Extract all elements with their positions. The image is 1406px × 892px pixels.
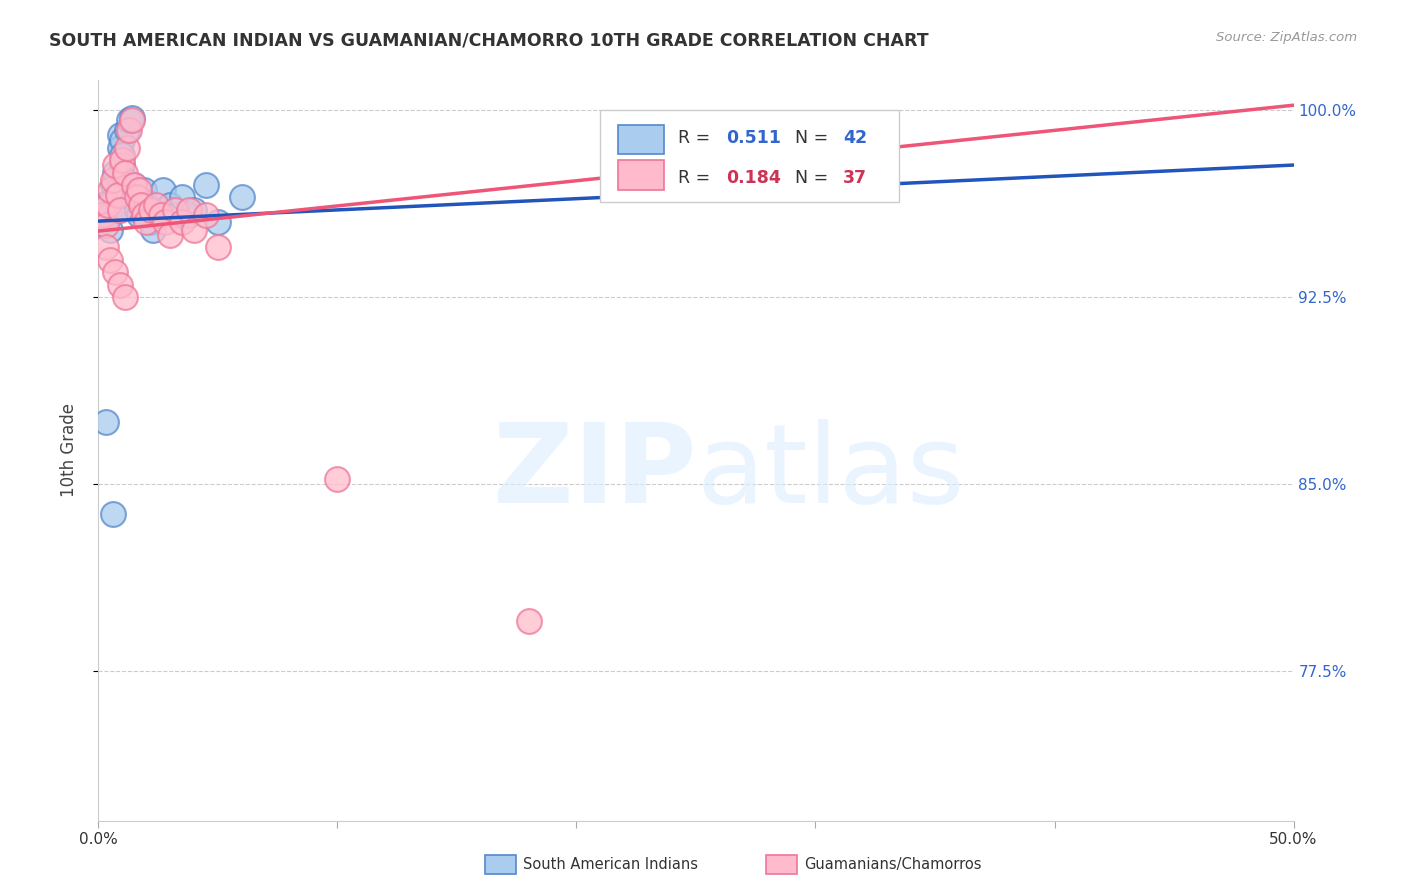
- Point: [118, 113, 141, 128]
- Point: [128, 208, 150, 222]
- Text: R =: R =: [678, 129, 716, 147]
- Point: [114, 290, 136, 304]
- Point: [115, 123, 138, 137]
- Point: [111, 153, 134, 167]
- Point: [111, 148, 134, 162]
- Point: [148, 202, 170, 217]
- Point: [107, 202, 129, 217]
- Point: [114, 173, 136, 187]
- Point: [108, 128, 131, 142]
- Point: [179, 202, 201, 217]
- Point: [172, 190, 194, 204]
- Text: SOUTH AMERICAN INDIAN VS GUAMANIAN/CHAMORRO 10TH GRADE CORRELATION CHART: SOUTH AMERICAN INDIAN VS GUAMANIAN/CHAMO…: [49, 31, 929, 49]
- Point: [172, 215, 194, 229]
- FancyBboxPatch shape: [619, 125, 664, 154]
- Point: [139, 202, 162, 217]
- Point: [183, 202, 205, 217]
- Point: [108, 277, 131, 292]
- Point: [104, 190, 127, 204]
- Point: [98, 183, 122, 197]
- Point: [145, 198, 167, 212]
- Point: [98, 223, 122, 237]
- Text: 37: 37: [844, 169, 868, 187]
- Text: atlas: atlas: [696, 419, 965, 526]
- Text: R =: R =: [678, 169, 716, 187]
- Point: [124, 178, 146, 192]
- Point: [163, 202, 186, 217]
- Y-axis label: 10th Grade: 10th Grade: [59, 403, 77, 498]
- Point: [107, 183, 129, 197]
- Point: [159, 198, 181, 212]
- Point: [101, 507, 124, 521]
- Text: South American Indians: South American Indians: [523, 857, 697, 871]
- Point: [91, 202, 114, 217]
- Point: [107, 188, 129, 202]
- Point: [138, 208, 160, 222]
- Point: [159, 227, 181, 242]
- Point: [97, 198, 120, 212]
- Point: [91, 208, 114, 222]
- Point: [124, 190, 146, 204]
- Point: [94, 415, 117, 429]
- Point: [231, 190, 253, 204]
- Point: [149, 208, 172, 222]
- Point: [115, 140, 138, 154]
- Point: [207, 240, 229, 254]
- Point: [111, 158, 134, 172]
- Point: [98, 208, 122, 222]
- Point: [94, 212, 117, 227]
- Text: N =: N =: [796, 129, 834, 147]
- Point: [104, 165, 127, 179]
- Point: [183, 223, 205, 237]
- Point: [132, 183, 155, 197]
- Point: [326, 472, 349, 486]
- Point: [131, 198, 153, 212]
- Text: N =: N =: [796, 169, 834, 187]
- Point: [128, 183, 150, 197]
- Point: [152, 183, 174, 197]
- Point: [101, 173, 124, 187]
- Point: [135, 195, 157, 210]
- Point: [195, 178, 218, 192]
- Point: [517, 614, 540, 628]
- Point: [125, 190, 148, 204]
- Point: [108, 140, 131, 154]
- Text: 0.184: 0.184: [725, 169, 780, 187]
- Point: [207, 215, 229, 229]
- Point: [114, 165, 136, 179]
- Point: [121, 113, 143, 128]
- Point: [155, 215, 177, 229]
- Text: 0.511: 0.511: [725, 129, 780, 147]
- Text: Guamanians/Chamorros: Guamanians/Chamorros: [804, 857, 981, 871]
- Point: [94, 218, 117, 232]
- Text: ZIP: ZIP: [492, 419, 696, 526]
- Point: [139, 215, 162, 229]
- Point: [94, 240, 117, 254]
- Point: [135, 215, 157, 229]
- Text: 42: 42: [844, 129, 868, 147]
- Point: [114, 188, 136, 202]
- Point: [118, 123, 141, 137]
- Point: [124, 178, 146, 192]
- Point: [108, 202, 131, 217]
- Point: [195, 208, 218, 222]
- FancyBboxPatch shape: [600, 110, 900, 202]
- Point: [125, 202, 148, 217]
- Text: Source: ZipAtlas.com: Source: ZipAtlas.com: [1216, 31, 1357, 45]
- Point: [98, 252, 122, 267]
- Point: [131, 198, 153, 212]
- Point: [104, 158, 127, 172]
- Point: [104, 265, 127, 279]
- Point: [132, 208, 155, 222]
- Point: [111, 133, 134, 147]
- Point: [179, 208, 201, 222]
- Point: [97, 195, 120, 210]
- Point: [101, 178, 124, 192]
- FancyBboxPatch shape: [619, 161, 664, 190]
- Point: [121, 111, 143, 125]
- Point: [163, 208, 186, 222]
- Point: [142, 223, 165, 237]
